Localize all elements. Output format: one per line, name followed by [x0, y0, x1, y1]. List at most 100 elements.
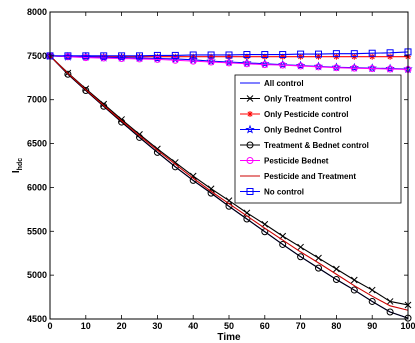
y-tick-label: 6500: [27, 139, 47, 149]
y-tick-label: 8000: [27, 7, 47, 17]
data-point: [297, 50, 305, 58]
y-tick-label: 7500: [27, 51, 47, 61]
data-point: [350, 286, 358, 294]
x-tick-label: 90: [367, 321, 377, 331]
data-point: [368, 49, 376, 57]
legend-entry: Treatment & Bednet control: [240, 141, 369, 150]
legend-entry: All control: [240, 79, 304, 88]
legend-label: Pesticide Bednet: [264, 157, 329, 166]
data-point: [225, 51, 233, 59]
data-point: [368, 286, 376, 294]
legend-marker: [246, 157, 254, 164]
data-point: [386, 298, 394, 305]
legend-label: Only Bednet Control: [264, 126, 342, 135]
legend-entry: Only Bednet Control: [240, 124, 342, 135]
legend-label: Pesticide and Treatment: [264, 172, 356, 181]
data-point: [297, 253, 305, 261]
y-tick-label: 6000: [27, 182, 47, 192]
series-layer: [45, 48, 413, 322]
data-point: [207, 51, 215, 59]
legend-entry: Only Pesticide control: [240, 110, 348, 119]
data-point: [332, 64, 340, 72]
x-tick-label: 10: [81, 321, 91, 331]
legend-marker: [246, 141, 254, 149]
y-tick-label: 5500: [27, 226, 47, 236]
data-point: [243, 51, 251, 59]
data-point: [332, 276, 340, 284]
legend-entry: No control: [240, 188, 304, 197]
legend-entry: Pesticide and Treatment: [240, 172, 356, 181]
data-point: [350, 276, 358, 284]
y-axis-label: I: [11, 170, 22, 173]
data-point: [153, 55, 161, 63]
data-point: [315, 63, 322, 71]
legend-entry: Pesticide Bednet: [240, 157, 329, 166]
data-point: [350, 50, 358, 58]
y-axis-label-group: Ihdc: [11, 158, 24, 173]
x-tick-label: 20: [117, 321, 127, 331]
data-point: [64, 52, 72, 60]
legend-marker: [247, 111, 253, 117]
x-axis-label: Time: [217, 332, 241, 343]
data-point: [350, 64, 358, 72]
legend-label: No control: [264, 188, 304, 197]
legend-label: Only Treatment control: [264, 95, 352, 104]
legend-label: Treatment & Bednet control: [264, 141, 369, 150]
legend-marker: [246, 188, 254, 195]
legend-marker: [245, 124, 255, 134]
x-tick-label: 50: [224, 321, 234, 331]
y-tick-label: 5000: [27, 270, 47, 280]
data-point: [387, 53, 394, 60]
x-tick-label: 30: [152, 321, 162, 331]
data-point: [118, 52, 126, 60]
data-point: [333, 265, 340, 273]
legend-entry: Only Treatment control: [240, 95, 352, 104]
data-point: [368, 297, 376, 305]
data-point: [171, 51, 179, 59]
data-point: [136, 52, 143, 60]
data-point: [315, 264, 322, 272]
legend-marker: [246, 95, 254, 102]
legend-label: All control: [264, 79, 304, 88]
data-point: [243, 60, 251, 68]
data-point: [118, 118, 126, 126]
data-point: [82, 87, 90, 95]
data-point: [279, 61, 287, 69]
data-point: [171, 56, 179, 64]
series-line: [49, 55, 409, 70]
y-axis-label-subscript: hdc: [17, 158, 24, 171]
data-point: [386, 308, 394, 316]
x-tick-label: 60: [260, 321, 270, 331]
data-point: [261, 61, 269, 69]
legend-label: Only Pesticide control: [264, 110, 348, 119]
series-line: [49, 55, 409, 319]
data-point: [332, 50, 340, 58]
x-tick-label: 0: [47, 321, 52, 331]
x-tick-label: 100: [400, 321, 415, 331]
data-point: [315, 50, 322, 58]
data-point: [279, 240, 287, 248]
data-point: [100, 102, 108, 110]
data-point: [189, 51, 197, 59]
data-point: [82, 52, 90, 60]
data-point: [100, 52, 108, 60]
series-6: [49, 55, 409, 311]
data-point: [243, 53, 250, 60]
data-point: [153, 51, 161, 59]
data-point: [279, 51, 287, 59]
data-point: [369, 53, 376, 60]
data-point: [386, 65, 394, 73]
legend: All control Only Treatment control Only Pe…: [234, 74, 402, 204]
x-tick-label: 70: [296, 321, 306, 331]
data-point: [261, 51, 269, 59]
series-line: [50, 51, 409, 57]
data-point: [315, 254, 322, 262]
data-point: [297, 62, 305, 70]
data-point: [207, 58, 215, 66]
data-point: [261, 53, 268, 60]
data-point: [100, 100, 108, 108]
data-point: [368, 65, 376, 73]
y-tick-label: 4500: [27, 314, 47, 324]
data-point: [225, 59, 233, 67]
